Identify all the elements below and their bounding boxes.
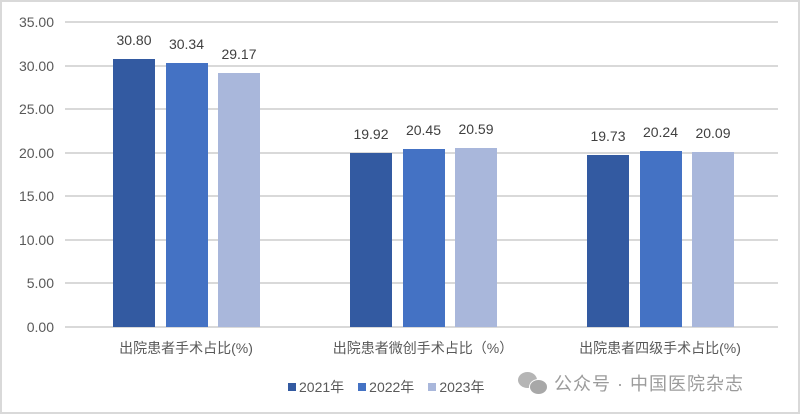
legend-swatch-icon bbox=[428, 383, 437, 391]
x-category-label: 出院患者微创手术占比（%） bbox=[332, 340, 514, 356]
data-label: 20.59 bbox=[458, 120, 494, 137]
legend-swatch-icon bbox=[358, 383, 367, 391]
y-tick-label: 0.00 bbox=[26, 319, 54, 335]
legend-item: 2021年 bbox=[288, 377, 344, 397]
bar bbox=[692, 151, 734, 327]
bar bbox=[587, 155, 629, 327]
watermark-text: 公众号 · 中国医院杂志 bbox=[554, 374, 744, 394]
data-label: 20.09 bbox=[695, 124, 731, 141]
data-label: 29.17 bbox=[221, 45, 257, 62]
legend-item: 2022年 bbox=[358, 377, 414, 397]
legend-label: 2022年 bbox=[369, 379, 415, 395]
y-tick-label: 35.00 bbox=[18, 14, 54, 30]
gridline bbox=[65, 64, 778, 67]
data-label: 20.24 bbox=[642, 123, 679, 140]
data-label: 19.73 bbox=[590, 128, 626, 145]
y-tick-label: 5.00 bbox=[26, 275, 54, 292]
legend-label: 2021年 bbox=[299, 379, 345, 395]
bar bbox=[639, 150, 682, 327]
y-tick-label: 10.00 bbox=[18, 231, 54, 248]
bar bbox=[165, 62, 208, 327]
legend-item: 2023年 bbox=[428, 377, 484, 397]
y-tick-label: 20.00 bbox=[18, 144, 54, 161]
gridline bbox=[65, 326, 778, 328]
bar bbox=[455, 147, 497, 327]
y-tick-label: 30.00 bbox=[18, 57, 54, 74]
gridline bbox=[65, 108, 778, 111]
legend-swatch-icon bbox=[288, 383, 296, 391]
data-label: 30.80 bbox=[116, 31, 152, 48]
data-label: 19.92 bbox=[353, 126, 389, 143]
bar bbox=[113, 58, 155, 327]
bar bbox=[402, 148, 445, 327]
y-tick-label: 15.00 bbox=[18, 188, 54, 205]
watermark: 公众号 · 中国医院杂志 bbox=[518, 370, 744, 396]
chart-legend: 2021年 2022年 2023年 bbox=[288, 377, 498, 397]
x-category-label: 出院患者四级手术占比(%) bbox=[579, 340, 741, 356]
gridline bbox=[65, 21, 778, 23]
legend-label: 2023年 bbox=[439, 379, 485, 395]
y-tick-label: 25.00 bbox=[18, 101, 54, 118]
wechat-icon bbox=[518, 371, 548, 395]
bar bbox=[218, 72, 260, 327]
data-label: 20.45 bbox=[405, 121, 442, 138]
data-label: 30.34 bbox=[168, 35, 205, 52]
bar bbox=[350, 153, 392, 327]
x-category-label: 出院患者手术占比(%) bbox=[119, 340, 253, 356]
